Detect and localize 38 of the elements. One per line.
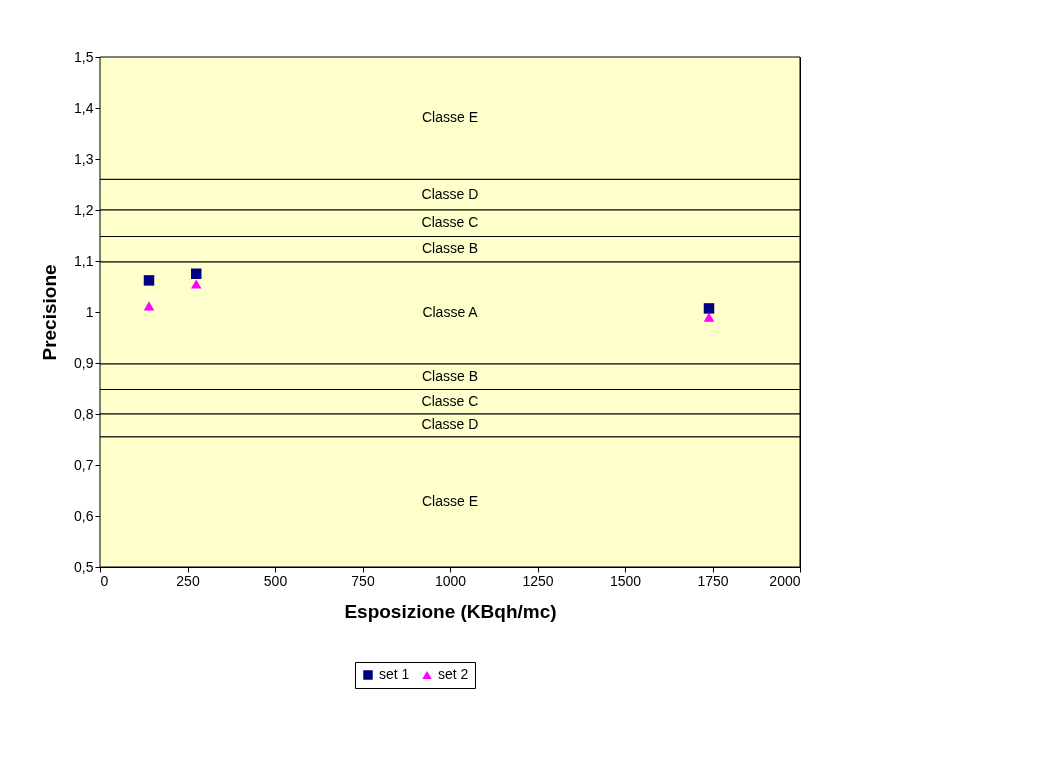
y-tick-label: 1,3 [74, 150, 94, 167]
x-tick-label: 2000 [769, 572, 801, 589]
legend-label: set 1 [379, 666, 410, 682]
band-label: Classe C [421, 214, 479, 231]
band-label: Classe B [421, 367, 479, 384]
y-tick-label: 0,8 [74, 405, 94, 422]
x-tick-label: 750 [351, 572, 375, 589]
point [703, 312, 715, 322]
x-tick-label: 1250 [522, 572, 554, 589]
x-tick-label: 1000 [434, 572, 467, 589]
band-label: Classe A [422, 304, 479, 321]
x-tick-label: 500 [263, 572, 288, 589]
y-tick-label: 1,4 [74, 99, 94, 116]
band-label: Classe B [421, 240, 479, 257]
band-label: Classe E [421, 109, 479, 126]
legend-label: set 2 [438, 666, 469, 682]
y-tick-label: 1,2 [74, 201, 94, 218]
x-tick-label: 1750 [697, 572, 729, 589]
y-axis-title: Precisione [39, 264, 61, 361]
x-tick-label: 0 [100, 572, 109, 589]
x-tick-label: 250 [176, 572, 200, 589]
y-tick-label: 0,6 [74, 507, 94, 524]
point [703, 303, 715, 314]
point [143, 301, 155, 311]
band-label: Classe C [421, 392, 479, 409]
band-label: Classe E [421, 492, 479, 509]
y-tick-label: 1,1 [74, 252, 94, 269]
x-axis-title: Esposizione (KBqh/mc) [344, 600, 557, 622]
point [143, 275, 155, 286]
x-tick-label: 1500 [609, 572, 642, 589]
y-tick-label: 1,5 [74, 48, 94, 65]
y-tick-label: 0,5 [74, 558, 94, 575]
band-label: Classe D [421, 185, 479, 202]
y-tick-label: 0,9 [74, 354, 94, 371]
point [191, 268, 202, 279]
y-tick-label: 1 [85, 303, 94, 320]
y-tick-label: 0,7 [74, 456, 94, 473]
band-label: Classe D [421, 416, 479, 433]
